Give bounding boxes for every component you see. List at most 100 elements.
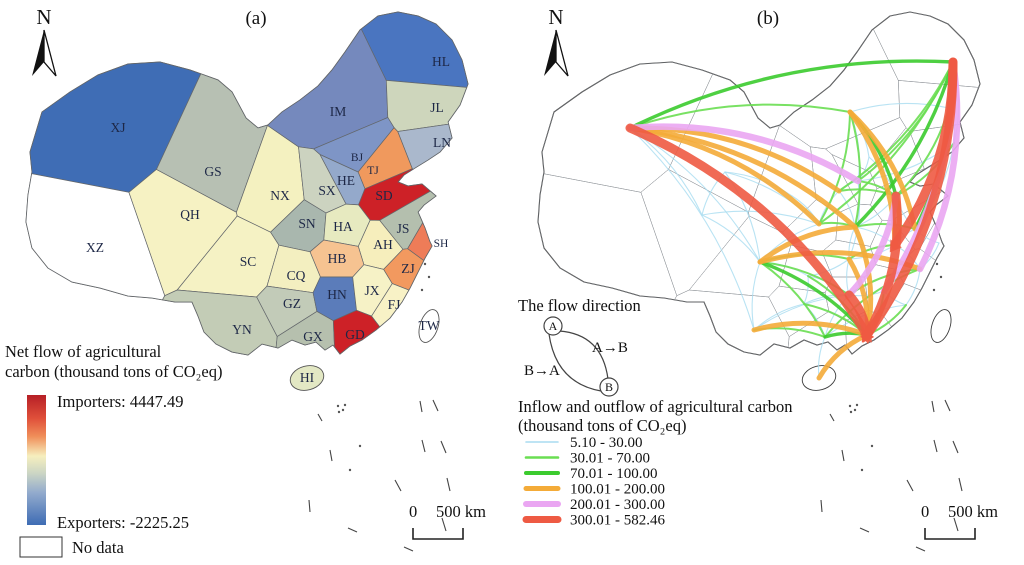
province-label-BJ: BJ	[351, 152, 364, 164]
sea-dash	[906, 479, 914, 492]
scale-distance: 500 km	[948, 502, 998, 521]
north-arrow: N	[544, 5, 569, 77]
flow-arc-YN-GD	[751, 320, 870, 338]
province-label-HB: HB	[328, 251, 347, 266]
sea-dash	[915, 546, 926, 552]
flow-arc-HI-GD	[816, 332, 870, 381]
islet-dot	[870, 444, 874, 448]
flow-legend-range-2: 30.01 - 70.00	[570, 451, 650, 467]
province-region-YN	[161, 289, 278, 356]
islet-dot	[860, 468, 864, 472]
flow-arc-HL-HA	[853, 60, 955, 229]
sea-dash	[441, 517, 447, 532]
north-arrow: N	[32, 5, 57, 77]
flow-arc-XJ-HA	[627, 125, 858, 230]
islet-dot	[855, 403, 859, 407]
islet-dot	[348, 468, 352, 472]
flow-legend-range-6: 300.01 - 582.46	[570, 513, 665, 529]
flow-legend-range-3: 70.01 - 100.00	[570, 466, 658, 482]
islet-dot	[939, 275, 943, 279]
sea-dash	[944, 399, 951, 412]
flow-arc-HN-GD	[844, 290, 872, 340]
panel-b-map: N (b) The flow direction A B A→B B→A Inf…	[518, 5, 998, 552]
node-a-circle	[543, 316, 563, 336]
flow-arc-HL-SN	[818, 61, 954, 225]
province-label-XJ: XJ	[110, 120, 125, 135]
sea-dash	[308, 499, 311, 513]
flow-arc-XJ-IM	[629, 103, 851, 129]
flow-arc-SC-HA	[757, 224, 858, 265]
sea-dash	[347, 527, 358, 533]
sea-dash	[394, 479, 402, 492]
sea-dash	[933, 439, 938, 453]
north-arrow-right-half	[555, 29, 569, 77]
flow-legend-range-4: 100.01 - 200.00	[570, 482, 665, 498]
province-label-JS: JS	[397, 221, 410, 236]
panel-a-title: (a)	[245, 8, 266, 29]
no-data-label: No data	[72, 538, 124, 557]
north-arrow-right-half	[43, 29, 57, 77]
scale-zero: 0	[409, 502, 417, 521]
node-a-label: A	[549, 319, 558, 333]
islet-dot	[427, 275, 431, 279]
legend-title-line1: Net flow of agricultural	[5, 342, 162, 361]
province-label-ZJ: ZJ	[401, 261, 415, 276]
province-label-HI: HI	[300, 370, 315, 385]
sea-dash	[952, 440, 959, 454]
island-outline-TW	[930, 309, 952, 343]
sea-dash	[317, 413, 323, 422]
island-region-TW	[418, 309, 440, 343]
province-label-HN: HN	[327, 287, 347, 302]
province-label-LN: LN	[433, 135, 451, 150]
sea-dash	[953, 517, 959, 532]
flow-arc-SC-GX	[759, 261, 826, 338]
province-label-GX: GX	[303, 329, 323, 344]
sea-dash	[421, 439, 426, 453]
flow-arc-XJ-YN	[629, 127, 755, 331]
islet-dot	[849, 410, 853, 414]
province-label-SD: SD	[375, 188, 393, 203]
node-b-label: B	[605, 380, 613, 394]
flow-arc-IM-HA	[849, 111, 862, 228]
sea-dash	[841, 449, 845, 462]
islet-dot	[337, 410, 341, 414]
province-label-YN: YN	[232, 322, 252, 337]
flow-arrowhead-HN-GD	[859, 332, 874, 344]
flow-arrowhead-HL-AH	[889, 239, 902, 253]
sea-dash	[931, 400, 935, 413]
a-to-b-label: A→B	[592, 340, 628, 356]
b-to-a-label: B→A	[524, 363, 560, 379]
sea-boundary-dashes	[308, 262, 451, 552]
islet-dot	[932, 288, 936, 292]
flow-direction-arc-ba	[548, 333, 602, 392]
exporters-label: Exporters: -2225.25	[57, 513, 189, 532]
flow-arc-SD-GD	[862, 191, 902, 340]
flow-arc-ZJ-FJ	[905, 268, 921, 306]
islet-dot	[853, 408, 857, 412]
islet-dot	[358, 444, 362, 448]
sea-dash	[820, 499, 823, 513]
flow-direction-title: The flow direction	[518, 296, 641, 315]
scale-bar-a: 0 500 km	[409, 502, 486, 540]
islet-dot	[420, 288, 424, 292]
sea-dash	[958, 477, 963, 492]
island-regions	[289, 309, 440, 391]
province-region-SH	[407, 222, 433, 262]
province-label-TW: TW	[419, 318, 440, 333]
province-label-GD: GD	[345, 327, 365, 342]
province-label-HA: HA	[333, 219, 353, 234]
province-label-AH: AH	[373, 237, 393, 252]
islet-dot	[343, 403, 347, 407]
scale-bar-b: 0 500 km	[921, 502, 998, 540]
province-label-SC: SC	[240, 254, 257, 269]
province-label-FJ: FJ	[388, 297, 401, 312]
color-ramp	[27, 395, 46, 525]
island-region-HI	[289, 365, 325, 391]
sea-dash	[419, 400, 423, 413]
province-label-SX: SX	[318, 183, 336, 198]
province-label-JL: JL	[430, 100, 444, 115]
flow-arc-CQ-GZ	[803, 275, 809, 305]
flow-legend-range-1: 5.10 - 30.00	[570, 435, 643, 451]
